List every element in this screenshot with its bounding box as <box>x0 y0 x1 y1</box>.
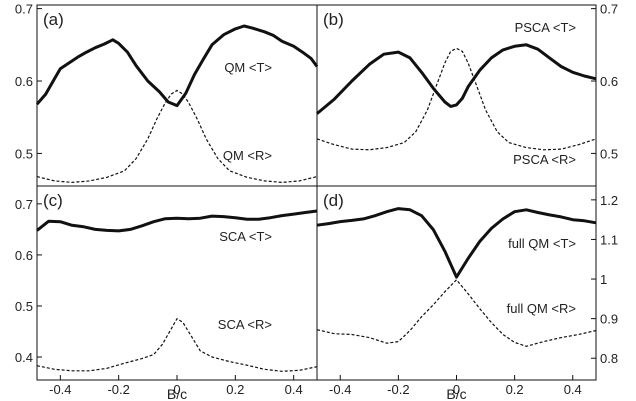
series-label: SCA <T> <box>219 229 272 244</box>
x-tick-label: -0.4 <box>49 382 71 397</box>
y-tick-label: 0.7 <box>15 197 33 212</box>
x-tick-label: -0.2 <box>387 382 409 397</box>
panel-label: (a) <box>43 10 64 29</box>
panel-label: (d) <box>323 191 344 210</box>
y-tick-label: 0.7 <box>15 2 33 17</box>
series-label: QM <T> <box>224 60 272 75</box>
y-tick-label: 0.7 <box>600 2 618 17</box>
x-tick-label: 0 <box>453 382 460 397</box>
series-line-r <box>316 47 597 151</box>
x-tick-label: 0.2 <box>226 382 244 397</box>
series-label: PSCA <R> <box>513 152 576 167</box>
series-line-t <box>36 209 318 233</box>
panel-frame <box>36 4 318 187</box>
x-tick-label: 0.4 <box>564 382 582 397</box>
y-tick-label: 0.8 <box>600 351 618 366</box>
x-axis-label: B/c <box>167 386 187 401</box>
y-tick-label: 0.4 <box>15 350 33 365</box>
y-tick-label: 0.5 <box>15 299 33 314</box>
x-tick-label: 0.2 <box>506 382 524 397</box>
series-line-t <box>316 207 597 279</box>
x-tick-label: 0.4 <box>285 382 303 397</box>
panel-label: (b) <box>323 10 344 29</box>
panel-label: (c) <box>43 191 63 210</box>
y-tick-label: 0.6 <box>15 248 33 263</box>
x-tick-label: 0 <box>173 382 180 397</box>
x-tick-label: -0.2 <box>107 382 129 397</box>
series-label: PSCA <T> <box>515 20 576 35</box>
x-tick-label: -0.4 <box>329 382 351 397</box>
series-line-r <box>36 89 318 183</box>
y-tick-label: 0.5 <box>600 146 618 161</box>
y-tick-label: 1.1 <box>600 232 618 247</box>
y-tick-label: 0.5 <box>15 146 33 161</box>
y-tick-label: 1.2 <box>600 193 618 208</box>
series-line-t <box>316 43 597 115</box>
x-axis-label: B/c <box>446 386 466 401</box>
series-label: full QM <T> <box>508 236 576 251</box>
series-label: SCA <R> <box>218 317 272 332</box>
y-tick-label: 0.6 <box>15 74 33 89</box>
y-tick-label: 0.6 <box>600 74 618 89</box>
series-line-r <box>36 318 318 372</box>
panel-frame <box>36 185 318 381</box>
y-tick-label: 0.9 <box>600 312 618 327</box>
y-tick-label: 1 <box>600 272 607 287</box>
series-label: QM <R> <box>223 148 272 163</box>
series-line-t <box>35 24 319 108</box>
series-label: full QM <R> <box>507 301 576 316</box>
